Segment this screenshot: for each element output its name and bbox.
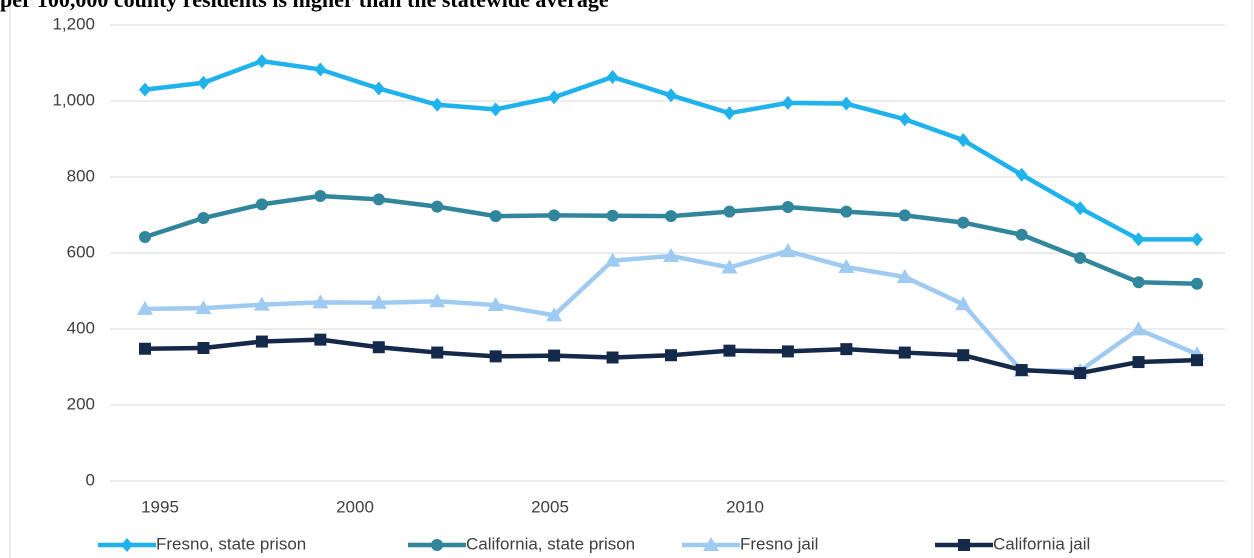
point bbox=[1074, 367, 1087, 380]
point bbox=[139, 342, 151, 355]
y-tick-label: 400 bbox=[67, 318, 95, 337]
point bbox=[197, 342, 210, 354]
point bbox=[723, 106, 736, 121]
point bbox=[1015, 364, 1028, 377]
point bbox=[139, 231, 151, 244]
point bbox=[1191, 354, 1203, 367]
point bbox=[957, 133, 970, 148]
point bbox=[1130, 321, 1147, 336]
point bbox=[955, 296, 972, 311]
chart-frame bbox=[9, 0, 1253, 558]
point bbox=[548, 349, 561, 362]
legend-label: California jail bbox=[993, 534, 1090, 553]
point bbox=[489, 102, 502, 117]
y-tick-label: 200 bbox=[67, 394, 95, 413]
point bbox=[372, 193, 385, 206]
x-tick-label: 2010 bbox=[726, 497, 764, 516]
point bbox=[197, 212, 210, 225]
chart-title: per 100,000 county residents is higher t… bbox=[0, 0, 609, 12]
point bbox=[137, 300, 153, 315]
y-tick-label: 600 bbox=[67, 242, 95, 261]
point bbox=[314, 333, 327, 346]
legend-label: Fresno, state prison bbox=[156, 534, 306, 553]
point bbox=[665, 349, 677, 362]
point bbox=[372, 81, 385, 96]
point bbox=[663, 248, 679, 263]
point bbox=[195, 300, 212, 315]
y-tick-label: 800 bbox=[67, 166, 95, 185]
legend-marker bbox=[431, 539, 443, 551]
y-tick-label: 0 bbox=[86, 470, 95, 489]
legend-label: California, state prison bbox=[466, 534, 635, 553]
point bbox=[840, 343, 853, 356]
point bbox=[370, 294, 387, 309]
point bbox=[957, 216, 970, 229]
legend-marker bbox=[703, 537, 719, 551]
x-tick-label: 2000 bbox=[336, 497, 374, 516]
point bbox=[606, 70, 619, 85]
point bbox=[1132, 276, 1145, 289]
point bbox=[312, 294, 329, 309]
point bbox=[372, 341, 385, 354]
point bbox=[255, 335, 268, 348]
point bbox=[487, 297, 504, 312]
point bbox=[314, 62, 327, 77]
point bbox=[1074, 251, 1087, 264]
legend-marker bbox=[121, 538, 133, 552]
point bbox=[489, 210, 502, 223]
point bbox=[197, 75, 210, 90]
point bbox=[1015, 228, 1028, 241]
point bbox=[548, 209, 561, 222]
series-line bbox=[144, 193, 1198, 287]
point bbox=[838, 259, 855, 274]
point bbox=[1191, 232, 1203, 247]
point bbox=[431, 97, 444, 112]
point bbox=[489, 350, 502, 363]
point bbox=[840, 205, 853, 218]
point bbox=[840, 96, 853, 111]
point bbox=[723, 205, 736, 218]
x-tick-label: 1995 bbox=[141, 497, 179, 516]
point bbox=[665, 88, 677, 103]
point bbox=[1074, 201, 1087, 216]
point bbox=[896, 268, 913, 283]
point bbox=[431, 200, 444, 213]
point bbox=[546, 307, 563, 322]
point bbox=[898, 209, 911, 222]
point bbox=[255, 54, 268, 69]
point bbox=[429, 293, 446, 308]
point bbox=[1132, 356, 1145, 369]
point bbox=[779, 243, 796, 258]
point bbox=[781, 201, 794, 214]
point bbox=[604, 252, 621, 267]
y-tick-label: 1,200 bbox=[52, 14, 95, 33]
point bbox=[139, 82, 151, 97]
point bbox=[781, 95, 794, 110]
point bbox=[898, 346, 911, 359]
point bbox=[606, 209, 619, 222]
point bbox=[255, 198, 268, 211]
legend-marker bbox=[958, 539, 970, 551]
point bbox=[957, 349, 970, 362]
point bbox=[898, 112, 911, 127]
point bbox=[606, 351, 619, 364]
point bbox=[723, 344, 736, 357]
point bbox=[1132, 232, 1145, 247]
point bbox=[1015, 167, 1028, 182]
point bbox=[253, 296, 270, 311]
point bbox=[548, 90, 561, 105]
y-tick-label: 1,000 bbox=[52, 90, 95, 109]
point bbox=[665, 210, 677, 223]
x-tick-label: 2005 bbox=[531, 497, 569, 516]
point bbox=[314, 190, 327, 202]
point bbox=[721, 259, 738, 274]
point bbox=[1191, 277, 1203, 290]
point bbox=[431, 346, 444, 359]
point bbox=[781, 345, 794, 358]
legend-label: Fresno jail bbox=[740, 534, 818, 553]
